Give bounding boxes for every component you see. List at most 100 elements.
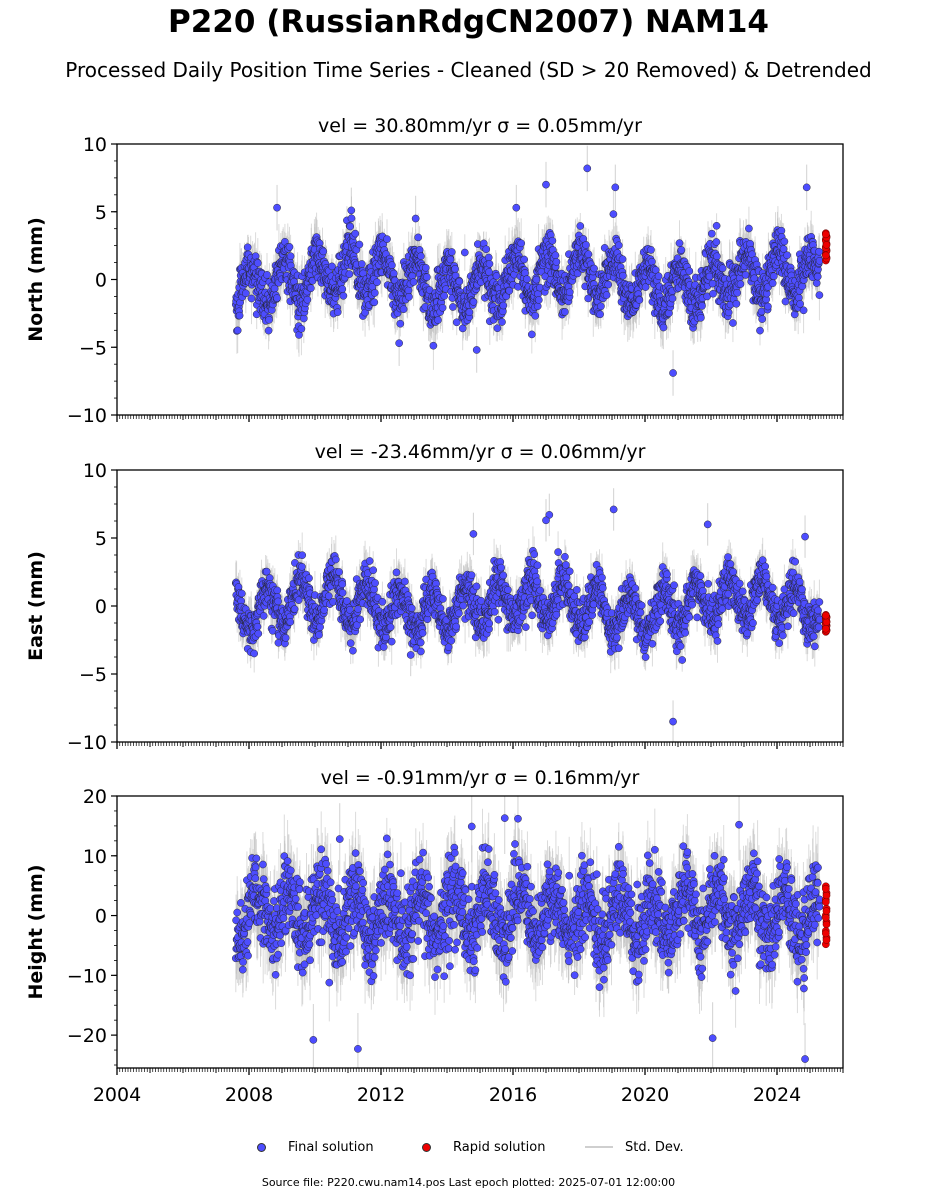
- data-point: [799, 306, 808, 315]
- data-point: [286, 252, 295, 261]
- data-point: [492, 272, 501, 280]
- data-point: [440, 292, 449, 300]
- outlier-point: [512, 203, 521, 212]
- data-point: [614, 241, 623, 250]
- data-point: [712, 238, 721, 246]
- data-point: [319, 247, 328, 256]
- data-point: [812, 279, 821, 287]
- y-tick-label: −10: [67, 405, 107, 427]
- data-point: [648, 257, 656, 266]
- data-point: [597, 302, 605, 311]
- data-point: [733, 288, 742, 297]
- data-point: [604, 280, 613, 289]
- data-point: [531, 311, 540, 320]
- data-point: [409, 278, 418, 286]
- data-point: [273, 294, 281, 302]
- data-point: [297, 324, 306, 333]
- data-point: [677, 246, 686, 254]
- data-point: [602, 291, 611, 299]
- data-point: [815, 247, 823, 256]
- data-point: [469, 298, 478, 306]
- data-point: [446, 255, 455, 264]
- data-point: [520, 255, 529, 264]
- data-point: [264, 326, 273, 335]
- data-point: [482, 245, 491, 254]
- data-point: [351, 229, 360, 238]
- time-series-figure: −10 −5 0 5 10 vel = 30.80mm/yr σ = 0.05mm/yr N…: [25, 115, 844, 1106]
- data-point: [584, 294, 593, 303]
- data-point: [345, 270, 354, 278]
- data-point: [576, 222, 585, 230]
- data-point: [718, 264, 727, 273]
- data-point: [405, 292, 413, 301]
- data-point: [768, 279, 777, 288]
- data-point: [404, 286, 413, 295]
- data-point: [415, 246, 424, 254]
- data-point: [493, 324, 502, 333]
- data-point: [357, 260, 366, 268]
- data-point: [447, 248, 456, 256]
- data-point: [561, 308, 569, 316]
- data-point: [399, 305, 408, 314]
- data-point: [697, 313, 705, 322]
- data-point: [243, 243, 252, 252]
- outlier-point: [472, 346, 481, 354]
- data-point: [573, 269, 582, 278]
- data-point: [414, 233, 423, 242]
- data-point: [233, 326, 242, 335]
- page-title: P220 (RussianRdgCN2007) NAM14: [168, 4, 769, 40]
- outlier-point: [273, 203, 281, 212]
- data-point: [373, 278, 381, 287]
- data-point: [712, 221, 721, 230]
- data-point: [756, 326, 764, 335]
- data-point: [534, 296, 543, 304]
- data-point: [485, 268, 493, 276]
- data-point: [235, 311, 244, 320]
- data-point: [328, 262, 336, 271]
- data-point: [303, 295, 312, 304]
- data-point: [484, 253, 493, 262]
- data-point: [796, 300, 804, 308]
- data-point: [668, 294, 677, 303]
- data-point: [533, 302, 542, 311]
- data-point: [590, 264, 598, 273]
- outlier-point: [347, 206, 356, 215]
- data-point: [307, 284, 315, 293]
- outlier-point: [542, 180, 550, 189]
- data-point: [745, 224, 753, 233]
- outlier-point: [802, 183, 811, 192]
- data-point: [247, 294, 256, 303]
- data-point: [769, 272, 778, 281]
- data-point: [584, 250, 593, 259]
- outlier-point: [411, 214, 420, 223]
- y-tick-label: 5: [95, 202, 107, 224]
- data-point: [370, 298, 379, 307]
- rapid-point: [822, 251, 830, 260]
- data-point: [783, 251, 791, 260]
- data-point: [619, 271, 627, 280]
- data-point: [527, 330, 536, 339]
- data-point: [485, 259, 494, 268]
- data-point: [370, 289, 379, 297]
- data-point: [523, 275, 531, 283]
- data-point: [635, 296, 644, 304]
- data-point: [582, 241, 590, 249]
- data-point: [552, 258, 561, 266]
- data-point: [389, 269, 398, 278]
- data-point: [434, 316, 442, 324]
- data-point: [779, 245, 788, 253]
- data-point: [675, 239, 684, 247]
- data-point: [732, 299, 741, 308]
- data-point: [417, 252, 425, 261]
- data-point: [505, 286, 514, 295]
- data-point: [253, 259, 262, 267]
- data-point: [396, 319, 405, 328]
- data-point: [685, 267, 694, 275]
- data-point: [758, 315, 767, 323]
- data-point: [618, 255, 627, 264]
- data-point: [423, 273, 431, 281]
- data-point: [449, 303, 457, 311]
- data-point: [421, 263, 430, 272]
- data-point: [265, 315, 273, 324]
